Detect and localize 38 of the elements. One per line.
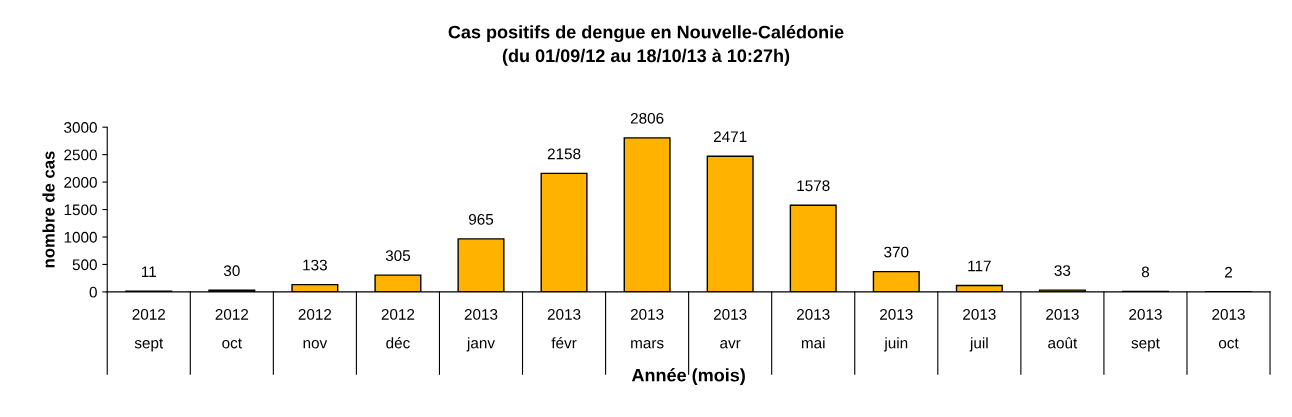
category-label: 2013 avr	[713, 308, 747, 349]
category-label: 2012 sept	[132, 308, 165, 352]
y-tick-label: 3000	[64, 122, 97, 133]
category-label: 2013 oct	[1212, 308, 1245, 349]
data-label: 8	[1141, 266, 1150, 278]
x-axis-title: Année (mois)	[631, 368, 745, 386]
data-label: 2158	[547, 148, 581, 160]
y-tick-label: 0	[89, 286, 97, 298]
category-label: 2013 sept	[1129, 308, 1162, 352]
data-label: 2471	[713, 131, 747, 142]
data-label: 2	[1225, 266, 1232, 278]
data-label: 2806	[630, 112, 664, 124]
y-tick-label: 2000	[64, 176, 97, 188]
data-label: 11	[142, 266, 156, 278]
data-label: 1578	[797, 180, 830, 192]
y-tick-label: 500	[72, 259, 97, 271]
y-tick-label: 1500	[64, 204, 97, 216]
x-tick-label: 2013 juin	[880, 308, 913, 352]
y-tick-label: 1000	[64, 231, 97, 243]
y-tick-label: 2500	[64, 149, 97, 161]
y-axis-title: nombre de cas	[42, 151, 55, 268]
x-tick-label: 2013 juil	[963, 308, 996, 352]
data-label: 305	[385, 250, 411, 262]
data-label: 117	[968, 260, 991, 272]
x-tick-label: 2013 août	[1046, 308, 1079, 349]
x-tick-label: 2012 déc	[381, 308, 415, 349]
data-label: 965	[468, 213, 494, 225]
data-label: 33	[1054, 265, 1071, 276]
category-label: 2012 nov	[298, 308, 332, 349]
x-tick-label: 2013 févr	[547, 308, 581, 349]
data-label: 370	[884, 246, 909, 258]
x-tick-label: 2013 janv	[464, 308, 498, 352]
category-label: 2012 oct	[215, 308, 249, 349]
chart-title: Cas positifs de dengue en Nouvelle-Calédonie (du 01/09/12 au 18/10/13 à 10:27h)	[448, 25, 844, 66]
data-label: 133	[303, 259, 327, 271]
data-label: 30	[223, 265, 240, 277]
x-tick-label: 2013 mai	[797, 308, 830, 349]
category-label: 2013 mars	[630, 308, 664, 349]
